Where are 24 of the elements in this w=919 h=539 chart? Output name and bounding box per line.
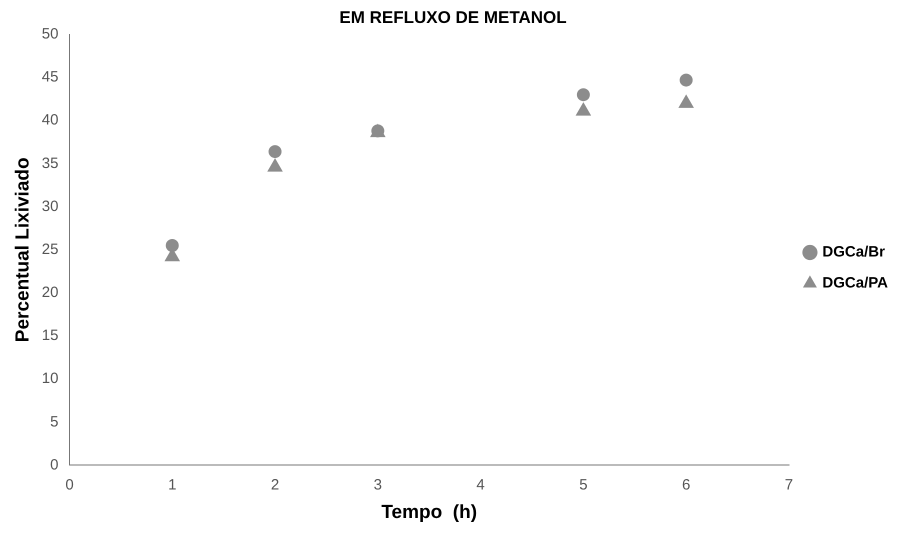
x-tick-label: 0 xyxy=(65,476,74,494)
legend-label: DGCa/Br xyxy=(822,244,886,261)
y-tick-label: 15 xyxy=(42,327,58,344)
x-tick-label: 1 xyxy=(168,476,176,494)
x-tick-label: 7 xyxy=(784,476,794,494)
x-tick-label: 2 xyxy=(270,476,280,494)
x-axis-title: Tempo (h) xyxy=(381,502,478,523)
chart-title: EM REFLUXO DE METANOL xyxy=(339,8,567,27)
x-tick-label: 6 xyxy=(682,476,690,494)
y-tick-label: 20 xyxy=(42,284,58,302)
y-axis-title: Percentual Lixiviado xyxy=(12,157,34,342)
legend-label: DGCa/PA xyxy=(822,274,888,292)
y-tick-label: 10 xyxy=(42,370,58,388)
y-tick-label: 45 xyxy=(42,68,58,86)
x-tick-label: 3 xyxy=(374,476,382,494)
y-tick-label: 40 xyxy=(42,112,58,129)
x-tick-label: 4 xyxy=(476,476,485,494)
y-tick-label: 25 xyxy=(42,240,58,258)
y-tick-label: 35 xyxy=(42,154,58,172)
y-tick-label: 5 xyxy=(50,413,58,430)
y-tick-label: 30 xyxy=(42,198,58,215)
x-tick-label: 5 xyxy=(579,476,588,494)
y-tick-label: 0 xyxy=(50,456,58,474)
y-tick-label: 50 xyxy=(42,26,58,43)
